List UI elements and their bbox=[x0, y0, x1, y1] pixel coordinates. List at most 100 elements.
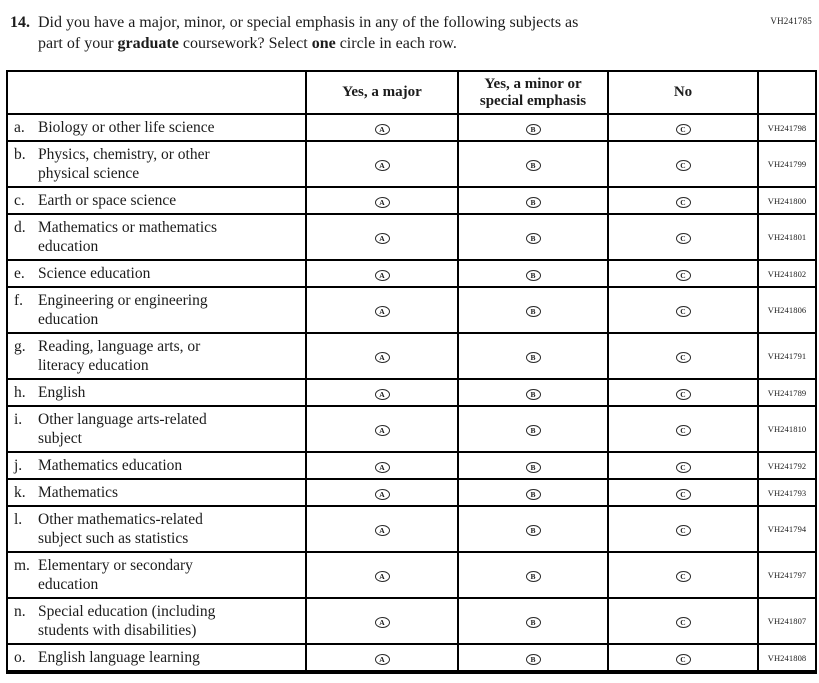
option-circle-a[interactable]: A bbox=[374, 617, 390, 629]
option-cell-a: A bbox=[305, 140, 459, 188]
table-row: o. English language learning A B C VH241808 bbox=[6, 643, 817, 674]
row-letter: c. bbox=[14, 192, 25, 209]
option-cell-b: B bbox=[457, 451, 609, 480]
row-letter: i. bbox=[14, 411, 23, 428]
option-circle-a[interactable]: A bbox=[374, 352, 390, 364]
row-label: Mathematics bbox=[38, 484, 119, 501]
option-cell-c: C bbox=[607, 451, 759, 480]
option-circle-c[interactable]: C bbox=[675, 653, 691, 665]
option-circle-a[interactable]: A bbox=[374, 269, 390, 281]
option-circle-c[interactable]: C bbox=[675, 388, 691, 400]
row-letter: b. bbox=[14, 146, 26, 163]
option-cell-a: A bbox=[305, 478, 459, 507]
option-circle-a[interactable]: A bbox=[374, 488, 390, 500]
row-label: Special education (including students wit… bbox=[38, 603, 216, 639]
row-label: Other mathematics-related subject such as… bbox=[38, 511, 203, 547]
option-cell-b: B bbox=[457, 113, 609, 142]
option-circle-a[interactable]: A bbox=[374, 306, 390, 318]
table-row: j. Mathematics education A B C VH241792 bbox=[6, 451, 817, 480]
option-circle-a[interactable]: A bbox=[374, 160, 390, 172]
option-circle-b[interactable]: B bbox=[525, 525, 541, 537]
row-label: English bbox=[38, 384, 86, 401]
option-circle-c[interactable]: C bbox=[675, 461, 691, 473]
option-circle-b[interactable]: B bbox=[525, 388, 541, 400]
row-subject-cell: n. Special education (including students w… bbox=[6, 597, 307, 645]
option-cell-c: C bbox=[607, 213, 759, 261]
option-cell-b: B bbox=[457, 378, 609, 407]
option-cell-a: A bbox=[305, 378, 459, 407]
option-circle-a[interactable]: A bbox=[374, 525, 390, 537]
row-code: VH241802 bbox=[757, 259, 817, 288]
row-subject-cell: a. Biology or other life science bbox=[6, 113, 307, 142]
row-letter: h. bbox=[14, 384, 26, 401]
option-circle-b[interactable]: B bbox=[525, 352, 541, 364]
option-circle-b[interactable]: B bbox=[525, 425, 541, 437]
option-cell-c: C bbox=[607, 643, 759, 674]
option-circle-b[interactable]: B bbox=[525, 461, 541, 473]
option-circle-a[interactable]: A bbox=[374, 123, 390, 135]
option-circle-a[interactable]: A bbox=[374, 196, 390, 208]
row-code: VH241800 bbox=[757, 186, 817, 215]
row-subject-cell: l. Other mathematics-related subject such … bbox=[6, 505, 307, 553]
option-cell-c: C bbox=[607, 378, 759, 407]
option-circle-c[interactable]: C bbox=[675, 160, 691, 172]
row-code: VH241794 bbox=[757, 505, 817, 553]
option-cell-c: C bbox=[607, 332, 759, 380]
row-subject-cell: h. English bbox=[6, 378, 307, 407]
option-circle-c[interactable]: C bbox=[675, 571, 691, 583]
option-circle-b[interactable]: B bbox=[525, 233, 541, 245]
option-cell-a: A bbox=[305, 405, 459, 453]
table-row: l. Other mathematics-related subject such … bbox=[6, 505, 817, 553]
row-code: VH241797 bbox=[757, 551, 817, 599]
row-subject-cell: d. Mathematics or mathematics education bbox=[6, 213, 307, 261]
row-label: Mathematics or mathematics education bbox=[38, 219, 218, 255]
header-cell-empty bbox=[6, 70, 307, 115]
option-circle-b[interactable]: B bbox=[525, 123, 541, 135]
row-label: Elementary or secondary education bbox=[38, 557, 193, 593]
row-code: VH241807 bbox=[757, 597, 817, 645]
option-circle-c[interactable]: C bbox=[675, 306, 691, 318]
option-circle-a[interactable]: A bbox=[374, 425, 390, 437]
option-circle-c[interactable]: C bbox=[675, 123, 691, 135]
option-circle-a[interactable]: A bbox=[374, 653, 390, 665]
option-circle-b[interactable]: B bbox=[525, 571, 541, 583]
option-cell-b: B bbox=[457, 643, 609, 674]
option-cell-a: A bbox=[305, 597, 459, 645]
option-circle-c[interactable]: C bbox=[675, 233, 691, 245]
row-label: English language learning bbox=[38, 649, 200, 666]
row-subject-cell: g. Reading, language arts, or literacy edu… bbox=[6, 332, 307, 380]
column-header-yes-major: Yes, a major bbox=[305, 70, 459, 115]
option-circle-c[interactable]: C bbox=[675, 488, 691, 500]
option-circle-c[interactable]: C bbox=[675, 617, 691, 629]
option-circle-a[interactable]: A bbox=[374, 233, 390, 245]
option-circle-c[interactable]: C bbox=[675, 196, 691, 208]
question-block: 14. Did you have a major, minor, or spec… bbox=[10, 13, 811, 54]
row-subject-cell: m. Elementary or secondary education bbox=[6, 551, 307, 599]
option-circle-b[interactable]: B bbox=[525, 653, 541, 665]
option-circle-c[interactable]: C bbox=[675, 352, 691, 364]
option-circle-a[interactable]: A bbox=[374, 461, 390, 473]
option-circle-b[interactable]: B bbox=[525, 196, 541, 208]
option-circle-a[interactable]: A bbox=[374, 388, 390, 400]
option-circle-c[interactable]: C bbox=[675, 525, 691, 537]
option-circle-b[interactable]: B bbox=[525, 488, 541, 500]
option-cell-b: B bbox=[457, 405, 609, 453]
table-row: f. Engineering or engineering education A B C… bbox=[6, 286, 817, 334]
option-cell-b: B bbox=[457, 140, 609, 188]
option-cell-c: C bbox=[607, 505, 759, 553]
option-circle-b[interactable]: B bbox=[525, 160, 541, 172]
row-code: VH241798 bbox=[757, 113, 817, 142]
header-row: Yes, a major Yes, a minor or special emp… bbox=[6, 70, 817, 115]
option-circle-a[interactable]: A bbox=[374, 571, 390, 583]
table-row: k. Mathematics A B C VH241793 bbox=[6, 478, 817, 507]
row-label: Biology or other life science bbox=[38, 119, 215, 136]
option-circle-b[interactable]: B bbox=[525, 617, 541, 629]
option-circle-c[interactable]: C bbox=[675, 269, 691, 281]
row-letter: g. bbox=[14, 338, 26, 355]
table-row: n. Special education (including students w… bbox=[6, 597, 817, 645]
row-label: Engineering or engineering education bbox=[38, 292, 208, 328]
option-circle-b[interactable]: B bbox=[525, 306, 541, 318]
option-circle-b[interactable]: B bbox=[525, 269, 541, 281]
question-bold-one: one bbox=[311, 34, 336, 52]
option-circle-c[interactable]: C bbox=[675, 425, 691, 437]
